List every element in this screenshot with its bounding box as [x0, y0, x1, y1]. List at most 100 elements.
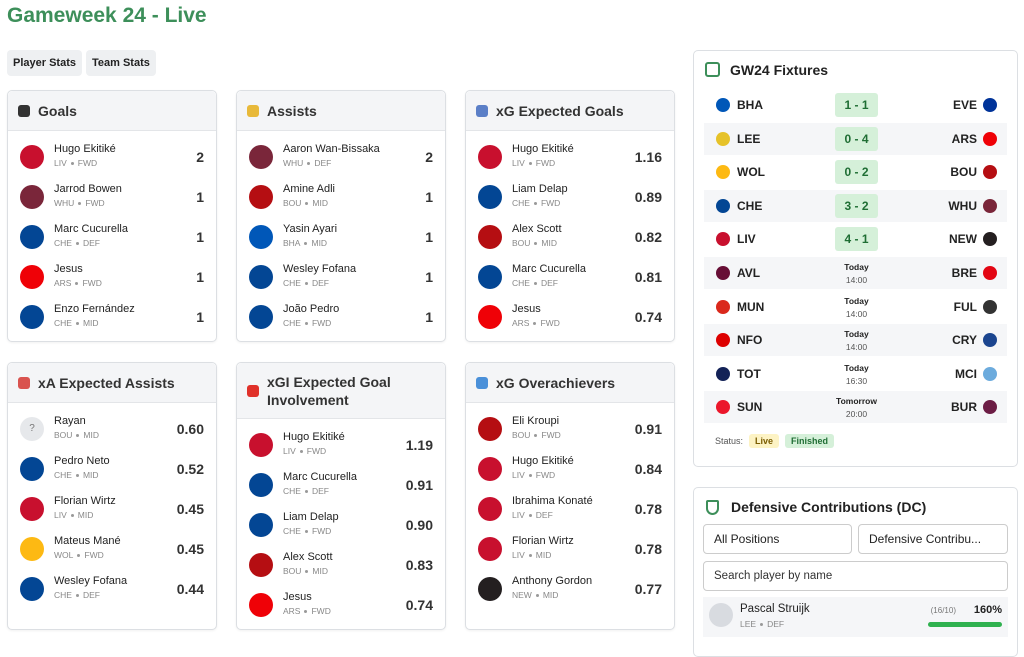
position: FWD	[77, 158, 98, 168]
dc-ratio: (16/10)	[930, 606, 956, 615]
separator	[78, 201, 82, 205]
filter-select[interactable]: Defensive Contribu...	[858, 524, 1008, 554]
separator	[75, 241, 79, 245]
score: 3 - 2	[835, 193, 878, 218]
team: WHU	[54, 198, 75, 208]
player-meta: CHE DEF	[283, 278, 329, 288]
status-legend: Status: Live Finished	[715, 434, 835, 448]
team: ARS	[283, 606, 301, 616]
player-meta: LIV FWD	[512, 470, 555, 480]
avatar	[249, 433, 273, 457]
tab[interactable]: Team Stats	[86, 50, 156, 76]
position: DEF	[82, 238, 100, 248]
team: LIV	[512, 510, 525, 520]
team: CHE	[54, 238, 72, 248]
score: 4 - 1	[835, 227, 878, 252]
avatar	[478, 145, 502, 169]
team: BOU	[283, 198, 302, 208]
player-meta: CHE MID	[54, 318, 99, 328]
player-name: Jesus	[54, 263, 83, 275]
player-meta: ARS FWD	[54, 278, 102, 288]
separator	[305, 201, 309, 205]
player-meta: CHE FWD	[283, 526, 331, 536]
filter-select[interactable]: All Positions	[703, 524, 852, 554]
player-name: Marc Cucurella	[283, 471, 357, 483]
tab[interactable]: Player Stats	[7, 50, 82, 76]
away-crest	[983, 131, 997, 146]
team: BOU	[283, 566, 302, 576]
player-meta: CHE DEF	[512, 278, 558, 288]
player-row: Pedro Neto CHE MID 0.52	[20, 453, 204, 485]
avatar	[478, 537, 502, 561]
avatar	[709, 603, 733, 627]
player-name: Hugo Ekitiké	[512, 143, 574, 155]
avatar	[20, 537, 44, 561]
player-name: Hugo Ekitiké	[512, 455, 574, 467]
match-day: Today	[844, 362, 869, 373]
player-meta: WOL FWD	[54, 550, 104, 560]
team: LIV	[512, 470, 525, 480]
player-meta: CHE DEF	[54, 238, 100, 248]
avatar	[20, 265, 44, 289]
separator	[305, 569, 309, 573]
fixture-row: CHE 3 - 2 WHU	[704, 189, 1007, 222]
legend-label: Status:	[715, 436, 744, 446]
player-name: Mateus Mané	[54, 535, 121, 547]
team: LEE	[740, 619, 757, 629]
card-header: Assists	[237, 91, 445, 131]
separator	[304, 529, 308, 533]
stat-value: 1	[425, 229, 433, 245]
stat-value: 1	[425, 309, 433, 325]
team: CHE	[283, 278, 301, 288]
kickoff: 16:30	[845, 375, 868, 386]
home-team: NFO	[737, 333, 763, 348]
search-input[interactable]: Search player by name	[703, 561, 1008, 591]
team: WOL	[54, 550, 74, 560]
card-title: Assists	[267, 102, 317, 119]
stat-value: 1.19	[405, 437, 433, 453]
avatar	[478, 305, 502, 329]
stat-value: 1	[196, 189, 204, 205]
player-name: Hugo Ekitiké	[54, 143, 116, 155]
player-row: Marc Cucurella CHE DEF 0.81	[478, 261, 662, 293]
away-crest	[983, 165, 997, 180]
position: DEF	[311, 486, 329, 496]
stat-value: 0.44	[176, 581, 204, 597]
player-row: Wesley Fofana CHE DEF 1	[249, 261, 433, 293]
position: FWD	[311, 606, 331, 616]
fixture-row: SUN Tomorrow 20:00 BUR	[704, 391, 1007, 424]
score: 0 - 4	[835, 126, 878, 151]
avatar	[20, 497, 44, 521]
match-day: Today	[844, 329, 869, 340]
stat-value: 0.45	[176, 541, 204, 557]
kickoff: 14:00	[845, 308, 868, 319]
player-meta: LIV MID	[512, 550, 551, 560]
separator	[534, 433, 538, 437]
stat-value: 0.91	[405, 477, 433, 493]
position: MID	[82, 470, 99, 480]
fixture-row: MUN Today 14:00 FUL	[704, 290, 1007, 323]
position: FWD	[82, 278, 102, 288]
score: 0 - 2	[835, 160, 878, 185]
stat-value: 0.90	[405, 517, 433, 533]
stat-card: xG Overachievers Eli Kroupi BOU FWD 0.91 Hugo…	[465, 362, 675, 630]
position: MID	[535, 550, 552, 560]
team: CHE	[283, 318, 301, 328]
fixtures-panel: GW24 Fixtures BHA 1 - 1 EVE LEE 0 - 4 ARS WOL 0 …	[693, 50, 1018, 467]
avatar	[20, 185, 44, 209]
avatar	[478, 185, 502, 209]
separator	[75, 473, 79, 477]
away-team: MCI	[955, 366, 977, 381]
position: DEF	[314, 158, 332, 168]
position: MID	[312, 566, 329, 576]
team: NEW	[512, 590, 532, 600]
team: BHA	[283, 238, 301, 248]
player-row: Ibrahima Konaté LIV DEF 0.78	[478, 493, 662, 525]
player-name: Jesus	[283, 591, 312, 603]
separator	[528, 513, 532, 517]
team: LIV	[283, 446, 296, 456]
player-meta: ARS FWD	[512, 318, 560, 328]
player-meta: WHU FWD	[54, 198, 105, 208]
player-row: Alex Scott BOU MID 0.83	[249, 549, 433, 581]
team: LIV	[512, 550, 525, 560]
